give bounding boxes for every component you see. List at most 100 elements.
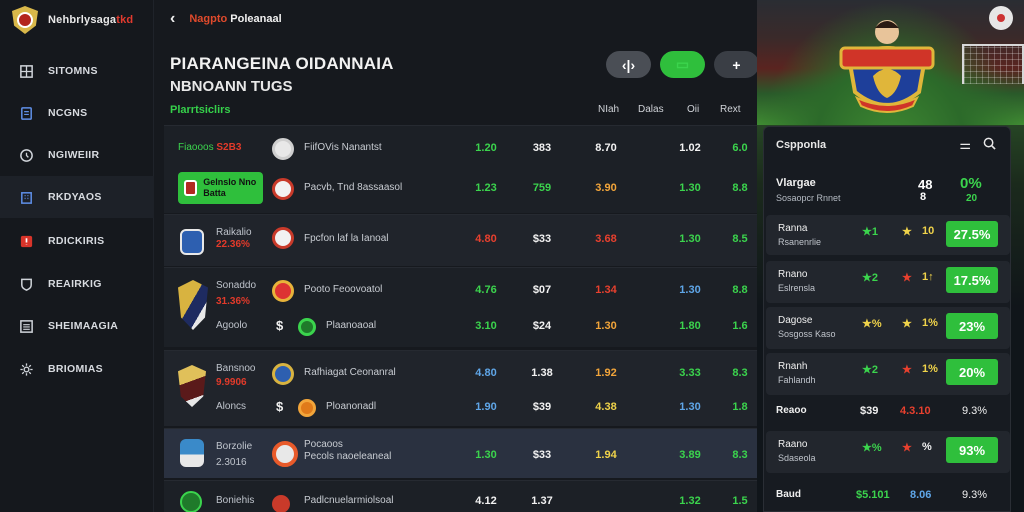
odds-value[interactable]: 1.80 [679, 320, 701, 332]
odds-value[interactable]: 8.3 [732, 367, 748, 379]
odds-value[interactable]: 6.0 [732, 142, 748, 154]
odds-value[interactable]: 8.8 [732, 284, 748, 296]
table-row[interactable]: Boniehis Padlcnuelarmiolsoal 4.12 1.37 1… [164, 480, 757, 512]
percent-badge[interactable]: 93% [946, 437, 998, 463]
breadcrumb-text[interactable]: Nagpto Poleanaal [189, 13, 282, 25]
add-button[interactable]: + [714, 51, 759, 78]
odds-value[interactable]: 1.30 [679, 233, 701, 245]
odds-value[interactable]: 4.38 [595, 401, 617, 413]
column-header[interactable]: Rext [720, 104, 741, 115]
prediction-card[interactable]: Rnano Eslrensla ★2 ★ 1↑ 17.5% [766, 261, 1010, 303]
odds-value[interactable]: 1.32 [679, 495, 701, 507]
user-menu-button[interactable] [989, 6, 1013, 30]
odds-value[interactable]: 383 [532, 142, 552, 154]
settings-toggle-icon[interactable]: ⚌ [959, 137, 971, 152]
table-row[interactable]: Raikalio 22.36% Fpcfon laf la Ianoal 4.8… [164, 214, 757, 266]
sidebar-item-5[interactable]: RDICKIRIS [0, 220, 154, 262]
odds-value[interactable]: 8.3 [732, 449, 748, 461]
view-button[interactable]: ▭ [660, 51, 705, 78]
odds-value[interactable]: 8.8 [732, 182, 748, 194]
odds-value[interactable]: $07 [532, 284, 552, 296]
table-row[interactable]: Sonaddo Pooto Feoovoatol 4.76 $07 1.34 1… [164, 267, 757, 347]
odds-value[interactable]: 1.94 [595, 449, 617, 461]
page-title-2: NBNOANN TUGS [170, 78, 293, 95]
prediction-card[interactable]: Raano Sdaseola ★% ★ % 93% [766, 431, 1010, 473]
opponent-name: Ploanonadl [326, 401, 377, 412]
table-row[interactable]: Fiaooos S2B3 FiifOVis Nanantst 1.20 383 … [164, 125, 757, 213]
odds-value[interactable]: 1.20 [475, 142, 497, 154]
team-badge-icon [272, 495, 290, 512]
column-header[interactable]: Dalas [638, 104, 664, 115]
opponent-name: FiifOVis Nanantst [304, 142, 382, 153]
back-arrow-icon[interactable]: ‹ [170, 10, 176, 27]
odds-value[interactable]: 1.34 [595, 284, 617, 296]
odds-value[interactable]: 1.30 [595, 320, 617, 332]
row-line: Agoolo $ Plaanoaoal 3.10 $24 1.30 1.80 1… [164, 318, 757, 338]
sidebar-item-7[interactable]: SHEIMAAGIA [0, 305, 154, 347]
odds-value[interactable]: 759 [532, 182, 552, 194]
percent-badge[interactable]: 17.5% [946, 267, 998, 293]
team-badge-icon [272, 363, 294, 385]
status-dot-icon [298, 399, 316, 417]
odds-value[interactable]: 1.5 [732, 495, 748, 507]
odds-value[interactable]: 1.30 [475, 449, 497, 461]
odds-value[interactable]: 8.5 [732, 233, 748, 245]
odds-value[interactable]: 3.89 [679, 449, 701, 461]
sidebar-item-6[interactable]: REAIRKIG [0, 263, 154, 305]
odds-value[interactable]: 4.80 [475, 233, 497, 245]
odds-value[interactable]: 1.8 [732, 401, 748, 413]
odds-value[interactable]: 3.68 [595, 233, 617, 245]
prediction-card[interactable]: Rnanh Fahlandh ★2 ★ 1% 20% [766, 353, 1010, 395]
odds-value[interactable]: $39 [532, 401, 552, 413]
row-line: 31.36% [164, 292, 757, 312]
odds-value[interactable]: 1.30 [679, 284, 701, 296]
odds-value[interactable]: 1.6 [732, 320, 748, 332]
sidebar-item-4[interactable]: RKDYAOS [0, 176, 154, 218]
grid-icon [18, 63, 34, 79]
odds-value[interactable]: 1.30 [679, 182, 701, 194]
odds-value[interactable]: $33 [532, 233, 552, 245]
compare-button[interactable]: ‹|› [606, 51, 651, 78]
odds-value[interactable]: 4.12 [475, 495, 497, 507]
team-badge-icon [272, 178, 294, 200]
odds-value[interactable]: 3.33 [679, 367, 701, 379]
list-icon [18, 318, 34, 334]
table-row[interactable]: Bansnoo Rafhiagat Ceonanral 4.80 1.38 1.… [164, 350, 757, 426]
sidebar-item-8[interactable]: BRIOMIAS [0, 348, 154, 390]
percent-badge[interactable]: 20% [946, 359, 998, 385]
odds-value[interactable]: 8.70 [595, 142, 617, 154]
selected-team-chip[interactable]: Gelnslo Nno Batta [178, 172, 263, 204]
odds-value[interactable]: 3.90 [595, 182, 617, 194]
percent-badge[interactable]: 27.5% [946, 221, 998, 247]
stat-number: 48 [918, 177, 933, 192]
odds-value[interactable]: 1.02 [679, 142, 701, 154]
percent-badge[interactable]: 23% [946, 313, 998, 339]
column-header[interactable]: Oii [687, 104, 700, 115]
odds-value[interactable]: $24 [532, 320, 552, 332]
sidebar-item-2[interactable]: NCGNS [0, 92, 154, 134]
odds-value[interactable]: 4.76 [475, 284, 497, 296]
prediction-card[interactable]: Dagose Sosgoss Kaso ★% ★ 1% 23% [766, 307, 1010, 349]
row-line: Aloncs $ Ploanonadl 1.90 $39 4.38 1.30 1… [164, 399, 757, 419]
odds-value[interactable]: 1.30 [679, 401, 701, 413]
odds-value[interactable]: 1.23 [475, 182, 497, 194]
document-icon [18, 105, 34, 121]
odds-value[interactable]: $33 [532, 449, 552, 461]
odds-value[interactable]: 1.37 [531, 495, 553, 507]
opponent-name: Plaanoaoal [326, 320, 377, 331]
odds-value[interactable]: 3.10 [475, 320, 497, 332]
brand[interactable]: Nehbrlysagatkd [12, 6, 133, 34]
row-line: Fiaooos S2B3 FiifOVis Nanantst 1.20 383 … [164, 138, 757, 160]
chip-label: Gelnslo Nno Batta [203, 177, 257, 198]
sub-label: Aloncs [216, 401, 247, 412]
odds-value[interactable]: 1.38 [531, 367, 553, 379]
table-row-selected[interactable]: Borzolie Pocaoos Pecols naoeleaneal 1.30… [164, 428, 757, 478]
sidebar-item-3[interactable]: NGIWEIIR [0, 134, 154, 176]
odds-value[interactable]: 1.90 [475, 401, 497, 413]
sidebar-item-1[interactable]: SITOMNS [0, 50, 154, 92]
column-header[interactable]: NIah [598, 104, 620, 115]
search-icon[interactable] [983, 137, 996, 153]
prediction-card[interactable]: Ranna Rsanenrlie ★1 ★ 10 27.5% [766, 215, 1010, 255]
odds-value[interactable]: 1.92 [595, 367, 617, 379]
odds-value[interactable]: 4.80 [475, 367, 497, 379]
